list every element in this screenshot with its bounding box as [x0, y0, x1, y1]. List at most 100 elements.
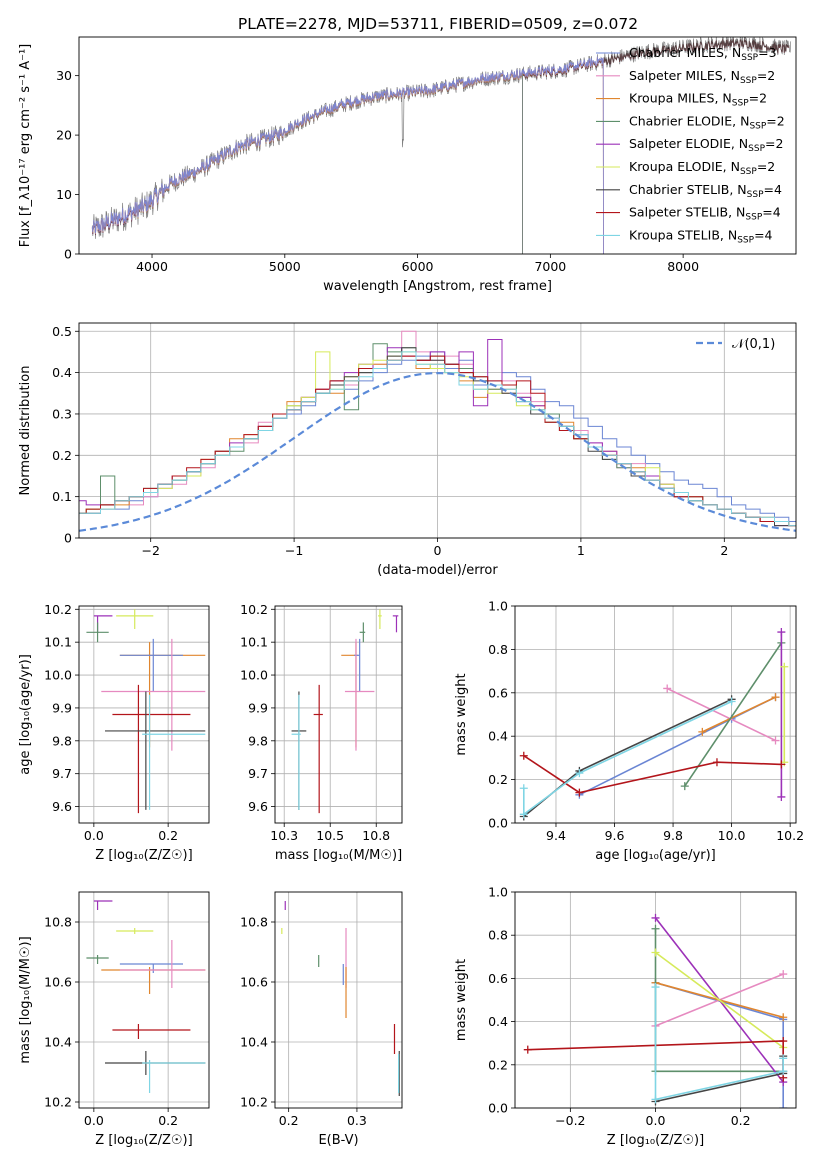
x-tick-label: 0.3 — [347, 1113, 367, 1128]
x-axis-label: (data-model)/error — [377, 563, 498, 578]
y-tick-label: 0.6 — [488, 685, 508, 700]
y-tick-label: 9.6 — [248, 799, 268, 814]
x-tick-label: 0.2 — [158, 828, 178, 843]
series-marker — [519, 784, 528, 793]
series-marker — [698, 727, 707, 736]
spectrum-panel: 4000 5000 6000 7000 8000 0 10 20 30 wavelength [A… — [18, 36, 797, 294]
errorbar-point-chab-elodie — [86, 955, 109, 964]
mass-vs-metallicity-panel: 0.0 0.2 10.2 10.4 10.6 10.8 Z [log₁₀(Z/Z☉)] mas… — [18, 891, 210, 1148]
series-line-kroupa-elodie — [655, 951, 784, 1049]
y-tick-label: 0.2 — [52, 448, 72, 463]
errorbar-point-chab-miles — [354, 638, 361, 692]
x-axis-label: Z [log₁₀(Z/Z☉)] — [95, 848, 192, 863]
series-line-salp-stelib — [523, 755, 782, 794]
y-tick-label: 9.8 — [52, 733, 72, 748]
x-tick-label: 8000 — [667, 259, 699, 274]
x-tick-label: 4000 — [136, 259, 168, 274]
y-tick-label: 10 — [56, 187, 72, 202]
series-marker — [575, 788, 584, 797]
y-tick-label: 10.8 — [240, 915, 268, 930]
legend-label: Chabrier ELODIE, NSSP=2 — [629, 113, 785, 131]
histogram-series-chab-elodie — [79, 343, 796, 527]
model-spectrum-salp-miles — [91, 56, 604, 254]
model-spectrum-chab-elodie — [91, 69, 523, 254]
axes-frame — [274, 605, 403, 824]
series-marker — [779, 1054, 788, 1063]
y-tick-label: 0.4 — [488, 729, 508, 744]
y-tick-label: 0.2 — [488, 1057, 508, 1072]
x-tick-label: 10.0 — [718, 828, 746, 843]
y-tick-label: 0.8 — [488, 642, 508, 657]
y-tick-label: 10.0 — [240, 668, 268, 683]
errorbar-point-salp-stelib — [112, 1024, 191, 1039]
model-spectrum-salp-elodie — [91, 69, 523, 254]
figure-title: PLATE=2278, MJD=53711, FIBERID=0509, z=0… — [238, 15, 638, 33]
y-tick-label: 0.0 — [488, 816, 508, 831]
legend-label: Kroupa ELODIE, NSSP=2 — [629, 159, 775, 177]
errorbar-point-kroupa-stelib — [142, 694, 206, 810]
model-spectrum-kroupa-elodie — [137, 70, 523, 254]
series-line-kroupa-stelib — [523, 700, 732, 816]
y-tick-label: 9.6 — [52, 799, 72, 814]
series-marker — [680, 782, 689, 791]
y-axis-label: age [log₁₀(age/yr)] — [18, 654, 33, 775]
y-tick-label: 10.2 — [44, 1095, 72, 1110]
axes-frame — [78, 891, 210, 1109]
y-tick-label: 10.4 — [44, 1035, 72, 1050]
x-tick-label: 10.3 — [270, 828, 298, 843]
errorbar-point-kroupa-stelib — [142, 1060, 206, 1093]
x-tick-label: 7000 — [534, 259, 566, 274]
y-axis-label: mass [log₁₀(M/M☉)] — [18, 936, 33, 1063]
x-tick-label: 6000 — [402, 259, 434, 274]
histogram-series-chab-miles — [79, 351, 796, 522]
errorbar-point-chab-stelib — [105, 691, 206, 810]
y-tick-label: 9.7 — [248, 766, 268, 781]
histogram-series-kroupa-stelib — [79, 351, 796, 527]
series-marker — [519, 751, 528, 760]
x-tick-label: 0.0 — [84, 828, 104, 843]
errorbar-point-salp-miles — [344, 638, 375, 751]
y-tick-label: 0.8 — [488, 928, 508, 943]
histogram-series-salp-stelib — [79, 355, 796, 527]
y-axis-label: mass weight — [454, 673, 469, 755]
plot-area — [281, 901, 400, 1096]
y-tick-label: 1.0 — [488, 885, 508, 900]
series-line-chab-elodie — [684, 642, 783, 787]
legend-label: Salpeter ELODIE, NSSP=2 — [629, 136, 783, 154]
x-tick-label: 9.8 — [663, 828, 683, 843]
y-tick-label: 0.4 — [52, 365, 72, 380]
series-line-kroupa-stelib — [654, 987, 784, 1101]
series-marker — [651, 983, 660, 992]
x-tick-label: 2 — [720, 543, 728, 558]
age-vs-metallicity-panel: 0.0 0.2 9.6 9.7 9.8 9.9 10.0 10.1 10.2 Z [log₁₀(Z… — [18, 602, 210, 863]
series-marker — [779, 970, 788, 979]
model-spectrum-chab-miles — [91, 56, 604, 254]
plot-area — [86, 609, 206, 814]
y-tick-label: 1.0 — [488, 599, 508, 614]
series-marker — [712, 758, 721, 767]
series-marker — [651, 948, 660, 957]
y-tick-label: 30 — [56, 68, 72, 83]
series-line-salp-miles — [666, 687, 776, 742]
series-marker — [727, 697, 736, 706]
x-tick-label: 10.8 — [362, 828, 390, 843]
series-marker — [575, 769, 584, 778]
y-tick-label: 0.5 — [52, 324, 72, 339]
y-tick-label: 9.7 — [52, 766, 72, 781]
x-tick-label: −0.2 — [555, 1113, 585, 1128]
plot-area — [519, 628, 789, 821]
errorbar-point-kroupa-stelib — [291, 694, 301, 810]
x-tick-label: 0.2 — [731, 1113, 751, 1128]
spectrum-legend: Chabrier MILES, NSSP=3 Salpeter MILES, NS… — [596, 45, 785, 245]
series-marker — [523, 1045, 532, 1054]
y-axis-label: Flux [f_λ10⁻¹⁷ erg cm⁻² s⁻¹ A⁻¹] — [18, 44, 33, 248]
x-tick-label: 0.2 — [279, 1113, 299, 1128]
legend-label: 𝒩(0,1) — [732, 337, 775, 352]
legend-label: Chabrier STELIB, NSSP=4 — [629, 182, 782, 200]
x-axis-label: wavelength [Angstrom, rest frame] — [323, 279, 552, 294]
x-tick-label: −1 — [285, 543, 303, 558]
errorbar-point-salp-stelib — [313, 684, 323, 814]
y-tick-label: 10.4 — [240, 1035, 268, 1050]
x-tick-label: 5000 — [269, 259, 301, 274]
errorbar-point-salp-miles — [101, 638, 206, 751]
